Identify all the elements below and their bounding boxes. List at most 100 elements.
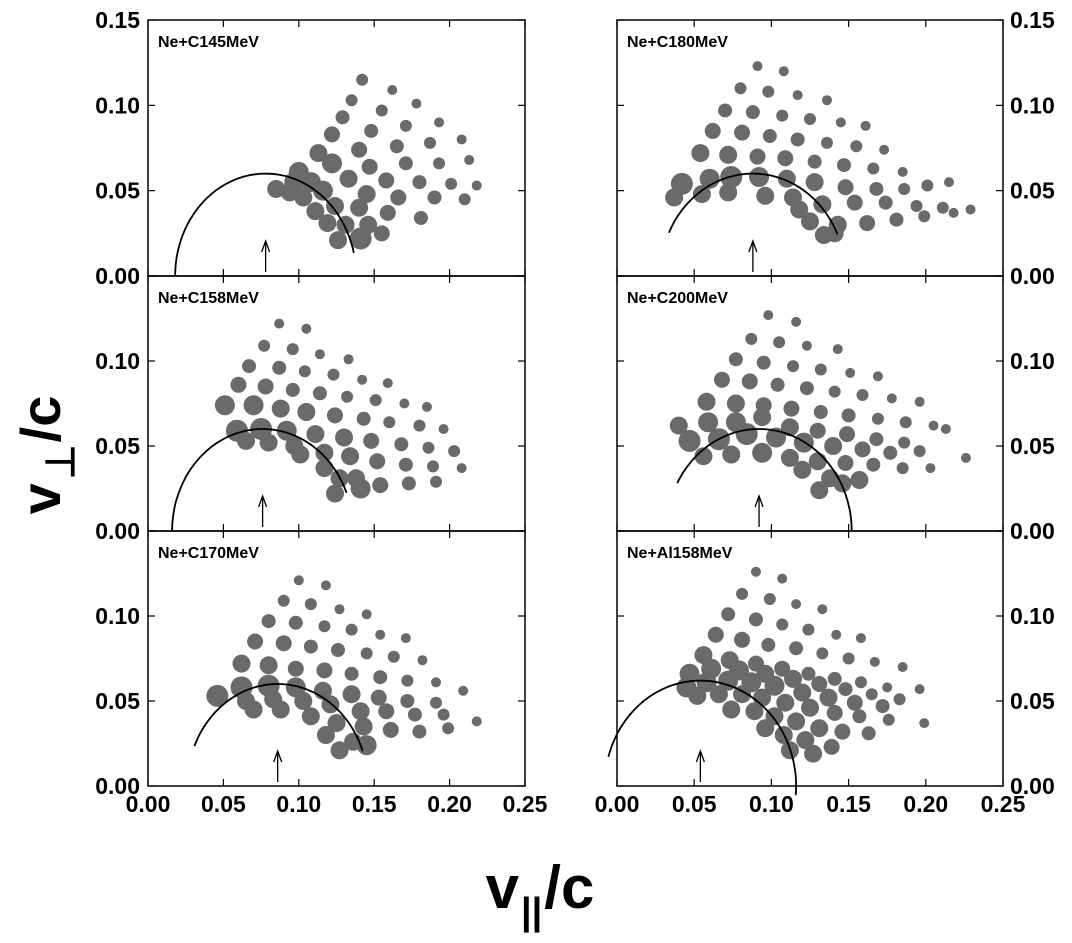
data-point [312, 386, 327, 401]
data-point [882, 682, 893, 693]
data-point [400, 633, 411, 644]
x-tick-label: 0.25 [981, 791, 1026, 817]
x-axis-title-sub: || [521, 891, 542, 933]
data-point [736, 587, 749, 600]
data-point [341, 447, 360, 466]
data-point [471, 180, 482, 191]
data-point [247, 633, 264, 650]
panel-label: Ne+Al158MeV [627, 545, 733, 562]
data-point [741, 373, 758, 390]
data-point [280, 183, 299, 202]
panel-label: Ne+C170MeV [158, 545, 259, 562]
data-point [833, 474, 852, 493]
data-point [342, 685, 361, 704]
data-point [872, 371, 883, 382]
data-point [745, 702, 764, 721]
data-point [928, 420, 939, 431]
x-tick-label: 0.10 [749, 791, 794, 817]
data-point [304, 598, 317, 611]
data-point [893, 693, 906, 706]
data-point [726, 394, 745, 413]
data-point [389, 139, 404, 154]
data-point [861, 726, 876, 741]
x-axis-title-rest: /c [544, 854, 594, 921]
data-point [378, 703, 395, 720]
data-point [334, 604, 345, 615]
data-point [948, 207, 959, 218]
data-point [869, 656, 880, 667]
y-axis-title-main: v [9, 483, 72, 514]
y-tick-label-right: 0.10 [1010, 92, 1055, 118]
data-point [807, 154, 822, 169]
data-point [791, 316, 802, 327]
data-point [398, 457, 413, 472]
y-tick-label-right: 0.05 [1010, 178, 1055, 204]
data-point [867, 162, 880, 175]
y-tick-label-right: 0.05 [1010, 433, 1055, 459]
data-point [361, 609, 372, 620]
data-point [734, 124, 751, 141]
y-tick-label-left: 0.00 [95, 773, 140, 799]
data-point [777, 573, 788, 584]
data-point [756, 719, 775, 738]
data-point [889, 212, 904, 227]
data-point [752, 442, 773, 463]
data-point [792, 90, 803, 101]
y-tick-label-right: 0.05 [1010, 688, 1055, 714]
data-point [343, 354, 354, 365]
data-point [413, 210, 428, 225]
right-y-tick-labels: 0.00 0.05 0.10 0.15 0.00 0.05 0.10 0.00 0.05 0.10 [1010, 7, 1055, 799]
data-point [749, 148, 766, 165]
x-axis-title: v||/c [486, 854, 595, 933]
data-point [387, 650, 400, 663]
data-point [799, 381, 814, 396]
data-point [315, 459, 334, 478]
data-point [810, 719, 829, 738]
x-tick-label: 0.05 [201, 791, 246, 817]
data-point [824, 437, 843, 455]
data-point [382, 721, 399, 738]
data-point [860, 120, 871, 131]
data-point [823, 738, 840, 755]
data-point [394, 437, 409, 452]
data-point [811, 676, 828, 692]
data-point [351, 702, 370, 721]
data-point [965, 204, 976, 215]
data-point [709, 685, 728, 704]
data-point [790, 200, 809, 219]
data-point [835, 117, 846, 128]
data-point [734, 82, 747, 95]
data-point [383, 416, 396, 429]
data-point [866, 457, 881, 472]
data-point [267, 179, 286, 198]
data-point [692, 185, 711, 204]
data-point [780, 448, 799, 467]
data-point [688, 686, 707, 705]
x-tick-label: 0.15 [352, 791, 397, 817]
data-point [763, 593, 776, 605]
data-point [810, 481, 829, 500]
data-point [427, 460, 440, 473]
data-point [776, 693, 795, 712]
data-point [914, 396, 925, 407]
data-point [940, 424, 951, 434]
data-point [378, 172, 395, 189]
data-point [826, 704, 843, 721]
data-point [808, 452, 827, 471]
data-point [718, 103, 733, 118]
data-point [752, 61, 763, 72]
data-point [297, 403, 316, 421]
data-point [897, 662, 908, 672]
data-point [837, 179, 854, 196]
y-axis-title-sub: ⊥ [39, 444, 83, 479]
y-tick-label-right: 0.10 [1010, 348, 1055, 374]
data-point [869, 181, 884, 196]
data-point [401, 476, 416, 491]
data-point [925, 463, 936, 474]
svg-text:v||/c: v||/c [486, 854, 595, 933]
data-point [745, 332, 758, 345]
data-point [748, 612, 763, 627]
data-point [809, 422, 826, 439]
data-point [665, 188, 684, 207]
